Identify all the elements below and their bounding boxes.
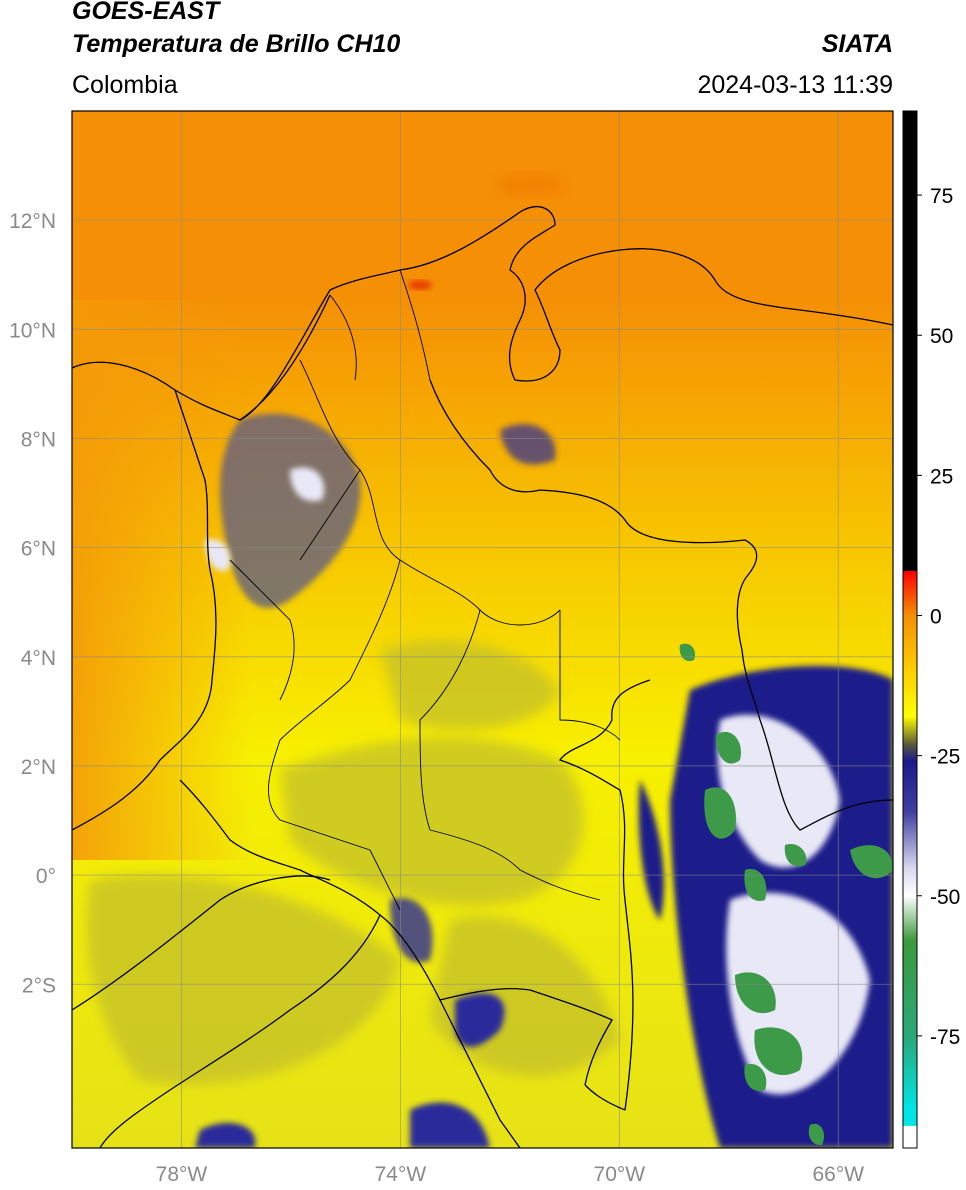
lat-tick-label: 10°N <box>9 319 56 342</box>
colorbar-tick-label: 0 <box>930 605 942 628</box>
colorbar-ticks: 75 50 25 0 -25 -50 -75 <box>917 185 960 1049</box>
hot-spot <box>408 280 432 290</box>
colorbar <box>903 111 917 1148</box>
colorbar-tick-label: -75 <box>930 1026 960 1049</box>
lon-tick-label: 78°W <box>156 1163 208 1186</box>
lat-tick-label: 0° <box>36 865 56 888</box>
lat-tick-label: 4°N <box>21 647 56 670</box>
convective-clouds <box>195 413 893 1148</box>
map-frame <box>71 110 894 1149</box>
venezuela-brazil-border <box>759 719 893 831</box>
lat-tick-label: 2°N <box>21 756 56 779</box>
region-label: Colombia <box>72 71 178 99</box>
colorbar-frame <box>902 110 918 1149</box>
caribbean-coast <box>72 206 893 421</box>
colorbar-tick-label: 75 <box>930 185 953 208</box>
ecuador-peru-border <box>72 875 381 1148</box>
lon-tick-label: 70°W <box>594 1163 646 1186</box>
peru-brazil-border <box>439 999 521 1148</box>
coldest-cores <box>679 643 893 1146</box>
boundaries <box>72 206 893 1148</box>
colorbar-tick-label: 50 <box>930 325 953 348</box>
colorbar-tick-label: 25 <box>930 465 953 488</box>
timestamp-label: 2024-03-13 11:39 <box>697 71 893 99</box>
map-panel <box>72 111 893 1148</box>
lon-tick-label: 66°W <box>812 1163 864 1186</box>
colorbar-tick-label: -25 <box>930 746 960 769</box>
agency-label: SIATA <box>821 30 893 58</box>
graticule <box>72 111 893 1148</box>
lat-tick-label: 12°N <box>9 210 56 233</box>
longitude-labels: 78°W 74°W 70°W 66°W <box>156 1163 865 1186</box>
warm-patch <box>495 173 565 197</box>
latitude-labels: 12°N 10°N 8°N 6°N 4°N 2°N 0° 2°S <box>9 210 56 997</box>
lon-tick-label: 74°W <box>375 1163 427 1186</box>
dept-lines <box>229 269 621 911</box>
colorbar-tick-label: -50 <box>930 886 960 909</box>
product-title: Temperatura de Brillo CH10 <box>72 30 401 58</box>
colombia-border <box>179 294 761 1111</box>
lat-tick-label: 2°S <box>22 974 56 997</box>
pacific-coast <box>72 389 217 831</box>
satellite-title: GOES-EAST <box>72 0 220 25</box>
lat-tick-label: 8°N <box>21 428 56 451</box>
pacific-warm-band <box>72 300 252 860</box>
lat-tick-label: 6°N <box>21 538 56 561</box>
